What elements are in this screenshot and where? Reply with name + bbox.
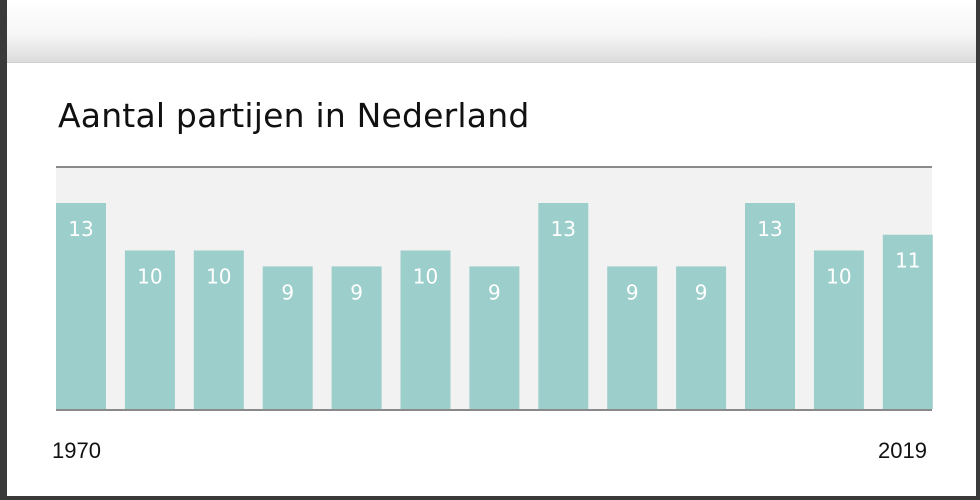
bar [538, 203, 589, 409]
bar [676, 266, 727, 409]
bar-value-label: 10 [413, 265, 438, 289]
x-tick-label-first: 1970 [52, 438, 101, 463]
bar [469, 266, 520, 409]
bar [262, 266, 313, 409]
chart-title: Aantal partijen in Nederland [58, 96, 530, 135]
frame-border-bottom [0, 496, 980, 500]
x-tick-label-last: 2019 [878, 438, 927, 463]
bar-value-label: 10 [826, 265, 851, 289]
bar-value-label: 11 [895, 249, 920, 273]
bar-value-label: 9 [626, 280, 639, 304]
bar [400, 250, 451, 409]
bar [56, 203, 106, 409]
bar [745, 203, 795, 409]
bar [331, 266, 382, 409]
bar-value-label: 9 [281, 280, 294, 304]
bar [124, 250, 175, 409]
bar-series: 13 10 10 9 9 10 9 13 9 9 13 10 11 [56, 203, 933, 409]
bar-value-label: 10 [206, 265, 231, 289]
window-top-bar [7, 0, 976, 63]
bar-value-label: 13 [68, 217, 93, 241]
bar [882, 234, 933, 409]
bar-value-label: 9 [695, 280, 708, 304]
frame-border-right [976, 0, 980, 500]
bar-value-label: 9 [488, 280, 501, 304]
bar-value-label: 13 [757, 217, 782, 241]
bar [607, 266, 658, 409]
bar [813, 250, 864, 409]
frame-border-left [0, 0, 7, 500]
bar-value-label: 9 [350, 280, 363, 304]
bar-value-label: 13 [551, 217, 576, 241]
bar [193, 250, 244, 409]
bar-value-label: 10 [137, 265, 162, 289]
